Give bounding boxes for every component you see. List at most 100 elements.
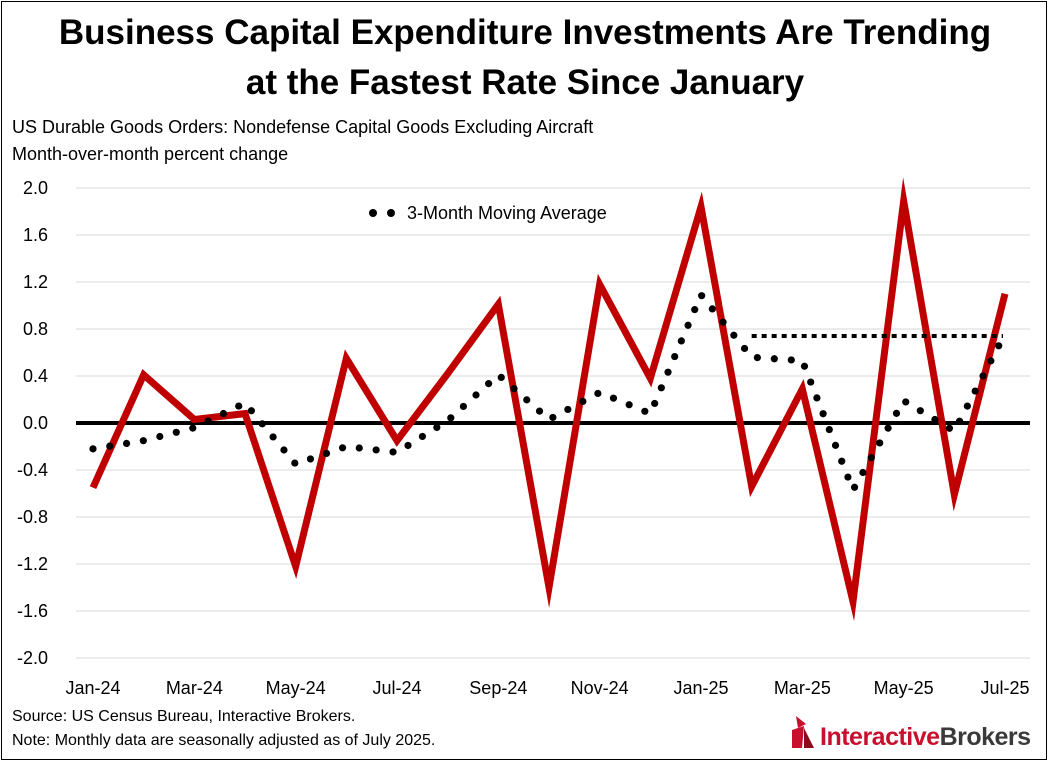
moving-average-dot (831, 441, 840, 449)
moving-average-dot (306, 455, 315, 463)
legend-marker-dot (387, 209, 395, 217)
moving-average-dot (291, 459, 299, 467)
moving-average-dot (955, 417, 964, 425)
moving-average-dot (931, 415, 939, 424)
data-note: Note: Monthly data are seasonally adjust… (12, 732, 436, 749)
y-tick-label: -0.4 (17, 460, 48, 480)
moving-average-dot (549, 413, 557, 422)
moving-average-dot (641, 407, 649, 415)
legend-marker-dot (369, 209, 377, 217)
moving-average-dot (677, 337, 685, 345)
x-tick-label: Mar-24 (166, 678, 223, 698)
moving-average-dot (156, 432, 164, 441)
moving-average-dot (698, 292, 706, 300)
moving-average-dot (280, 446, 288, 454)
moving-average-dot (204, 417, 212, 425)
moving-average-dot (269, 433, 277, 441)
moving-average-dot (472, 391, 480, 399)
moving-average-dot (987, 357, 995, 365)
y-tick-label: -0.8 (17, 507, 48, 527)
x-tick-label: Mar-25 (774, 678, 831, 698)
moving-average-dot (838, 457, 846, 465)
logo-text-brokers: Brokers (939, 723, 1032, 751)
moving-average-dot (850, 483, 859, 491)
moving-average-dot (625, 401, 633, 409)
moving-average-dot (510, 385, 518, 393)
moving-average-dot (892, 409, 901, 417)
moving-average-dot (708, 305, 716, 313)
moving-average-dot (122, 439, 131, 448)
moving-average-dot (787, 356, 795, 364)
moving-average-dot (819, 410, 827, 418)
moving-average-dot (995, 342, 1003, 350)
moving-average-dot (876, 439, 884, 447)
moving-average-dot (404, 441, 412, 450)
moving-average-dot (89, 445, 97, 453)
moving-average-dot (372, 446, 380, 454)
y-tick-label: 1.2 (23, 272, 48, 292)
x-tick-label: Nov-24 (571, 678, 629, 698)
moving-average-dot (770, 355, 778, 363)
moving-average-dot (338, 444, 347, 452)
moving-average-dot (651, 399, 659, 408)
x-tick-label: Sep-24 (469, 678, 527, 698)
logo-text: InteractiveBrokers (820, 722, 1031, 752)
y-tick-label: -1.6 (17, 601, 48, 621)
moving-average-dot (235, 402, 243, 410)
moving-average-dot (657, 384, 665, 392)
moving-average-dot (258, 420, 266, 428)
moving-average-dot (106, 442, 114, 450)
moving-average-dot (564, 405, 572, 414)
interactive-brokers-logo: InteractiveBrokers (790, 714, 1045, 754)
y-tick-label: 0.8 (23, 319, 48, 339)
y-tick-label: 0.0 (23, 413, 48, 433)
moving-average-dot (859, 468, 867, 477)
moving-average-dot (740, 344, 749, 353)
moving-average-dot (971, 387, 979, 395)
subtitle-series: US Durable Goods Orders: Nondefense Capi… (12, 117, 594, 137)
moving-average-dot (916, 407, 924, 415)
moving-average-dot (719, 318, 727, 326)
moving-average-dot (813, 394, 821, 402)
x-tick-label: Jul-24 (372, 678, 421, 698)
moving-average-dot (807, 378, 815, 386)
moving-average-dot (355, 444, 363, 452)
moving-average-dot (459, 402, 468, 411)
interactive-brokers-logo-icon (792, 716, 814, 748)
x-tick-label: Jan-25 (673, 678, 728, 698)
moving-average-dot (902, 398, 910, 406)
moving-average-dot (523, 396, 531, 404)
title-line-2: at the Fastest Rate Since January (245, 63, 805, 102)
y-tick-label: -2.0 (17, 648, 48, 668)
moving-average-dot (219, 409, 228, 418)
x-tick-label: May-25 (874, 678, 934, 698)
moving-average-dot (671, 352, 679, 361)
legend-label: 3-Month Moving Average (407, 203, 607, 223)
moving-average-dot (753, 353, 761, 362)
moving-average-dot (963, 402, 971, 410)
moving-average-dot (485, 380, 493, 388)
moving-average-dot (684, 321, 692, 329)
moving-average-dot (884, 424, 892, 432)
moving-average-dot (535, 407, 544, 415)
moving-average-dot (189, 424, 197, 432)
y-tick-label: 2.0 (23, 178, 48, 198)
moving-average-dot (579, 397, 587, 406)
y-tick-label: 1.6 (23, 225, 48, 245)
moving-average-dot (433, 423, 441, 432)
moving-average-dot (867, 454, 875, 462)
series-line-monthly (89, 177, 1009, 622)
x-tick-label: Jul-25 (980, 678, 1029, 698)
moving-average-dot (389, 448, 397, 456)
moving-average-dot (800, 362, 809, 370)
moving-average-dot (825, 425, 833, 434)
moving-average-dot (172, 428, 180, 436)
moving-average-dot (691, 306, 699, 314)
chart-title: Business Capital Expenditure Investments… (0, 8, 1050, 108)
subtitle-units: Month-over-month percent change (12, 144, 289, 164)
moving-average-dot (139, 437, 147, 445)
x-tick-label: Jan-24 (65, 678, 120, 698)
moving-average-dot (418, 432, 427, 441)
